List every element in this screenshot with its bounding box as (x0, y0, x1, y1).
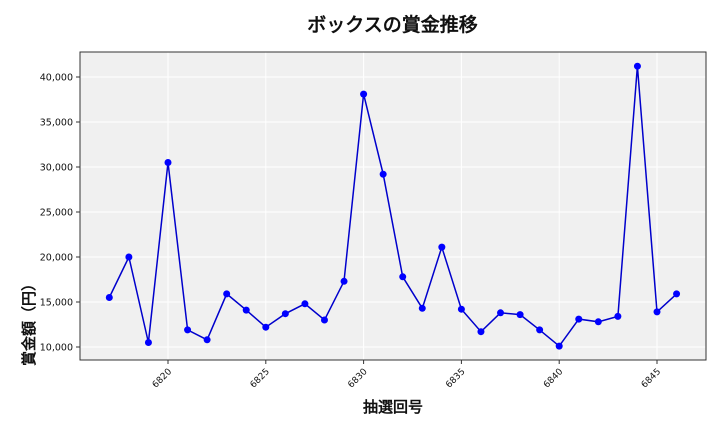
data-point (399, 273, 407, 281)
x-tick-label: 6820 (151, 367, 174, 390)
data-point (516, 311, 524, 319)
data-point (673, 290, 681, 298)
y-tick-label: 40,000 (40, 73, 73, 84)
data-point (320, 316, 328, 324)
x-tick-label: 6845 (640, 367, 663, 390)
x-axis: 6820 6825 6830 6835 6840 6845 (151, 360, 663, 390)
chart-title: ボックスの賞金推移 (307, 14, 478, 36)
x-tick-label: 6835 (444, 367, 467, 390)
data-point (575, 315, 583, 323)
data-point (281, 310, 289, 318)
data-point (301, 300, 309, 308)
plot-area (79, 51, 707, 361)
y-axis: 10,000 15,000 20,000 25,000 30,000 35,000 40,0… (40, 73, 80, 354)
y-tick-label: 30,000 (40, 163, 73, 174)
data-point (144, 339, 152, 346)
data-point (242, 306, 250, 314)
data-point (653, 308, 661, 316)
data-point (125, 253, 133, 261)
plot-frame (79, 51, 707, 361)
data-series (105, 62, 681, 350)
data-point (536, 326, 544, 334)
data-point (184, 326, 192, 334)
y-tick-label: 20,000 (40, 253, 73, 264)
y-tick-label: 10,000 (40, 343, 73, 354)
data-point (438, 243, 446, 251)
x-tick-label: 6825 (249, 367, 272, 390)
data-point (594, 318, 602, 326)
data-point (497, 309, 505, 317)
data-point (105, 294, 113, 301)
data-point (457, 305, 465, 313)
data-point (477, 328, 485, 336)
data-point (418, 304, 426, 312)
data-point (223, 290, 231, 298)
x-axis-label: 抽選回号 (362, 398, 423, 416)
data-point (203, 336, 211, 344)
data-point (262, 323, 270, 331)
x-tick-label: 6830 (346, 367, 369, 390)
y-tick-label: 25,000 (40, 208, 73, 219)
data-point (164, 159, 172, 166)
data-point (360, 90, 368, 98)
y-tick-label: 15,000 (40, 298, 73, 309)
data-point (340, 277, 348, 285)
data-point (614, 312, 622, 320)
x-tick-label: 6840 (542, 367, 565, 390)
data-point (633, 62, 641, 70)
data-point (555, 342, 563, 350)
y-tick-label: 35,000 (40, 118, 73, 129)
data-point (379, 170, 387, 178)
